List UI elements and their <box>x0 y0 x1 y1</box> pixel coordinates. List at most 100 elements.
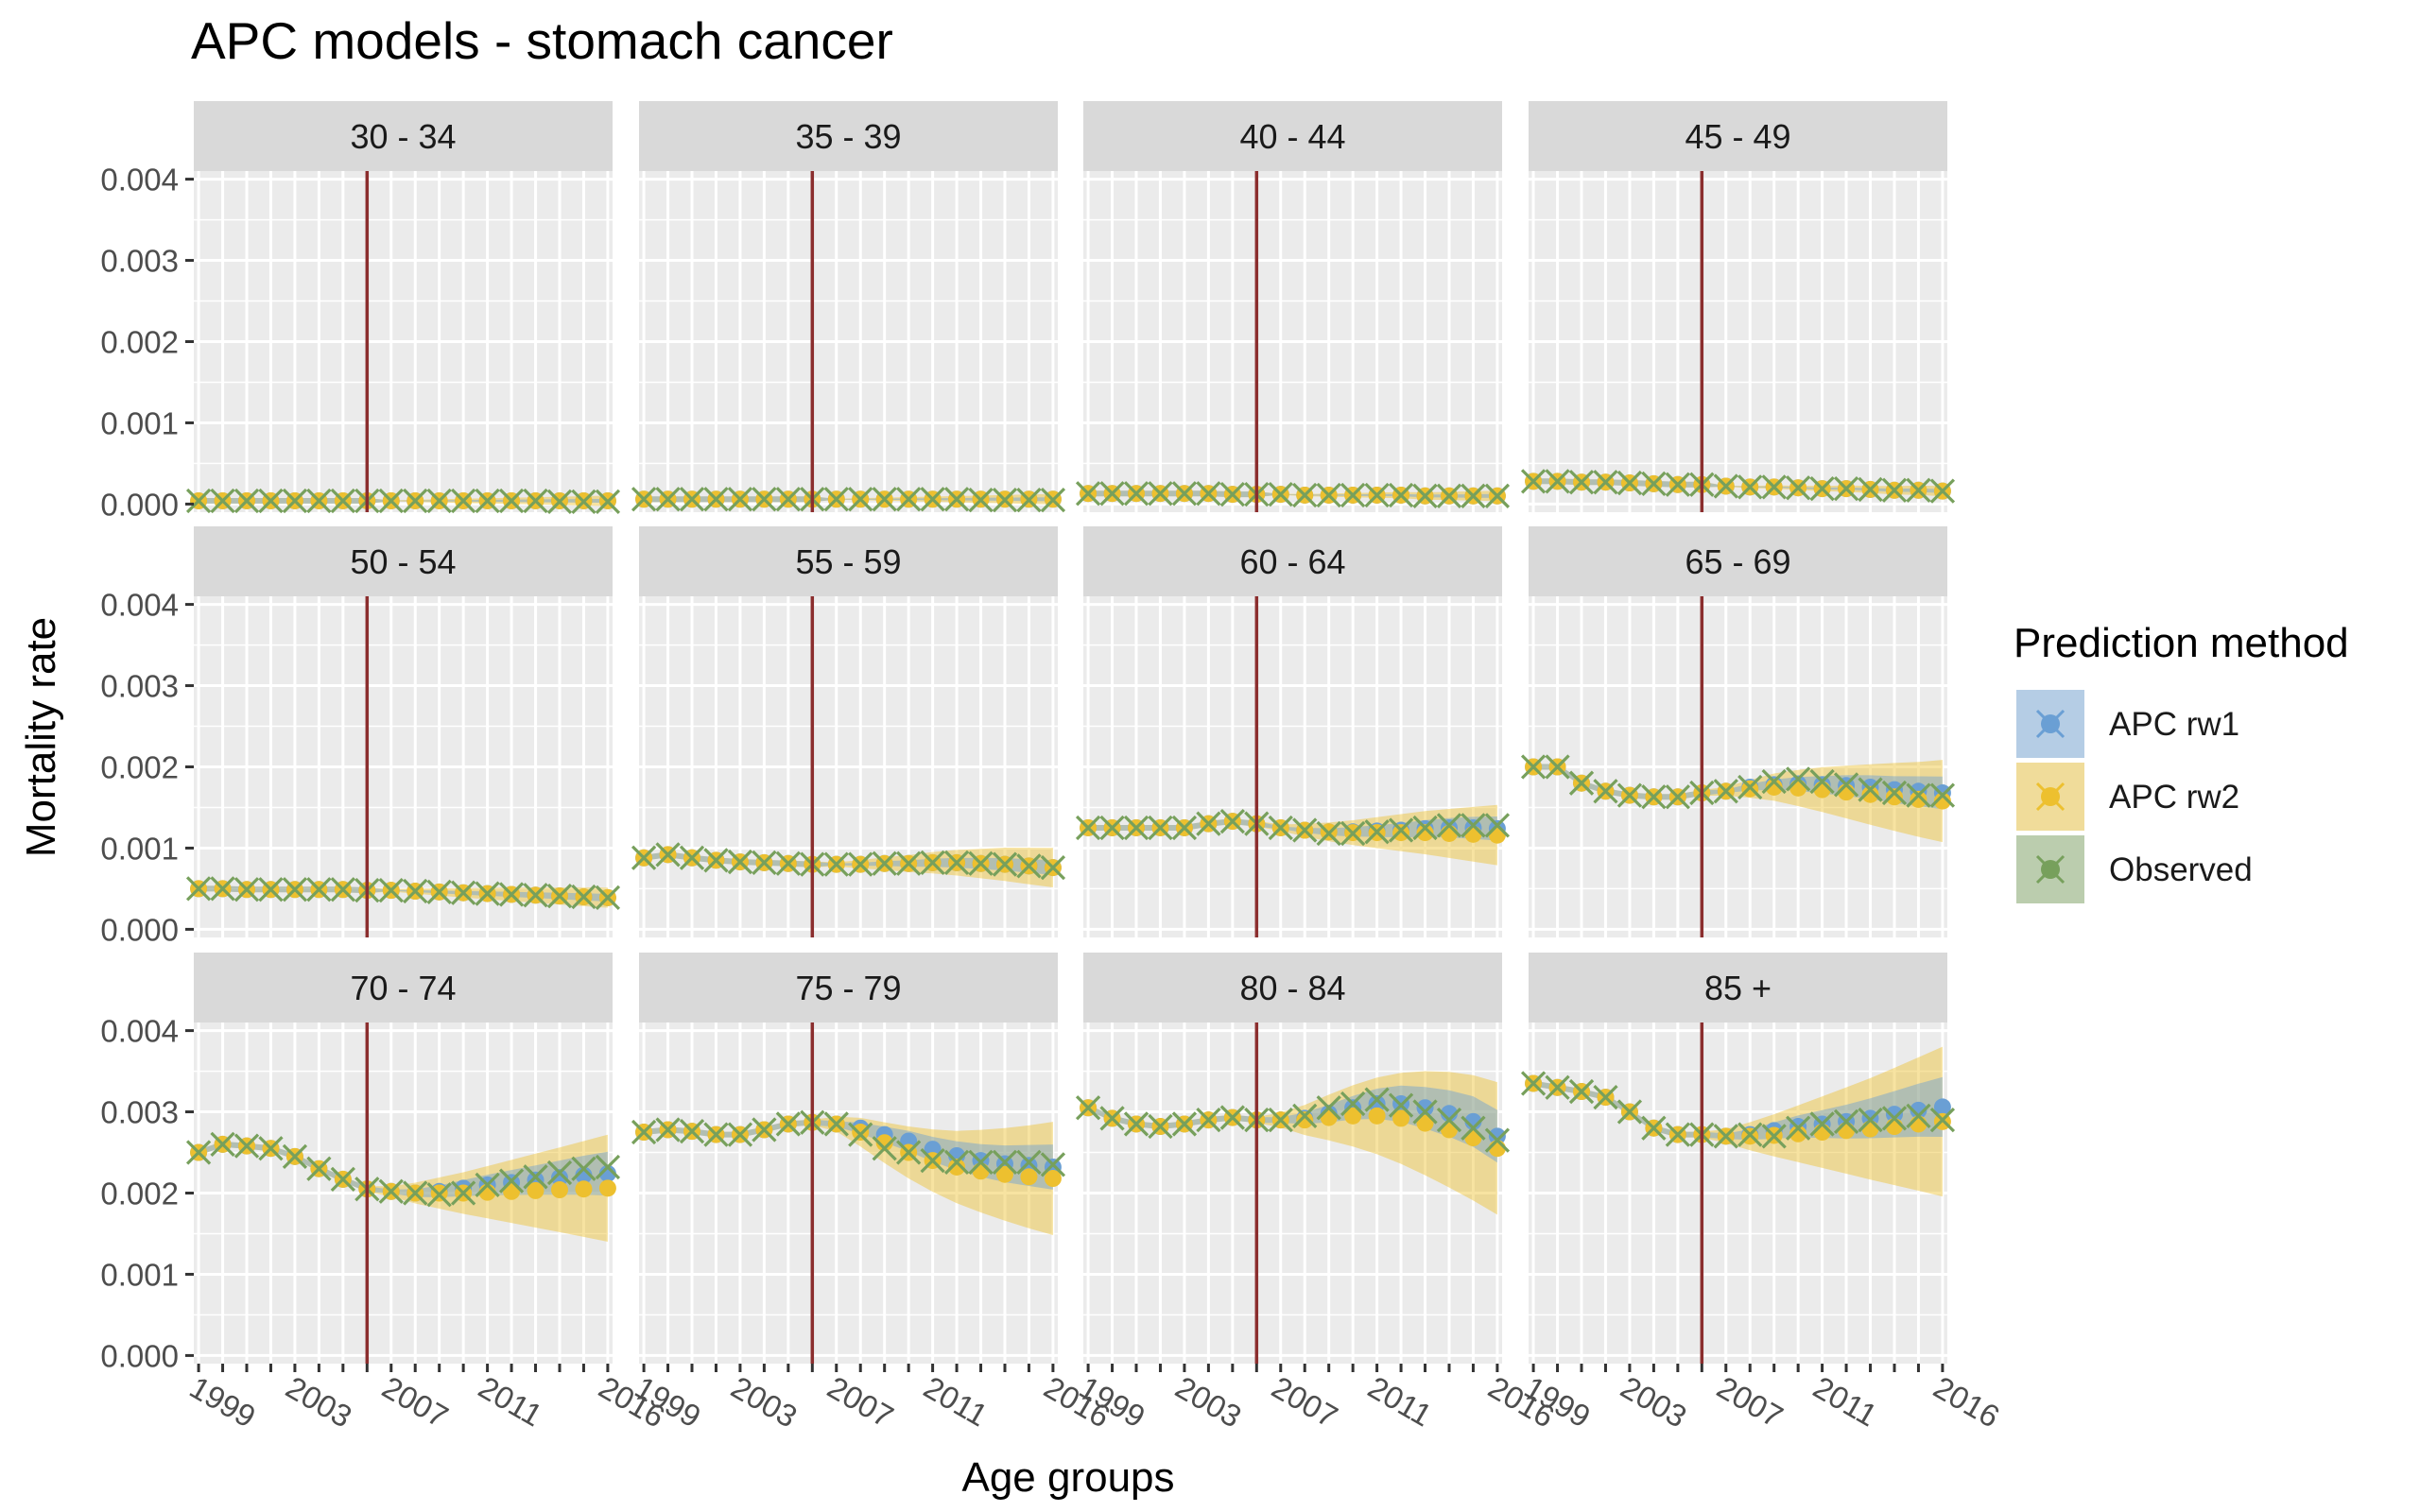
observed-point <box>1737 474 1763 500</box>
observed-point <box>1099 481 1125 507</box>
observed-point <box>1786 766 1811 792</box>
observed-point <box>282 488 308 514</box>
legend: Prediction method APC rw1 APC rw2 Observed <box>2014 620 2349 903</box>
rw1-point <box>1933 1098 1951 1116</box>
observed-point <box>1171 815 1198 841</box>
observed-point <box>823 487 849 512</box>
observed-point <box>1520 754 1547 780</box>
observed-point <box>233 488 260 514</box>
rw2-point <box>1838 1122 1856 1140</box>
observed-point <box>282 877 308 902</box>
facet-label: 45 - 49 <box>1685 117 1790 156</box>
rw1-point <box>550 1169 568 1187</box>
observed-point <box>1737 774 1763 800</box>
y-tick-label: 0.003 <box>100 669 179 704</box>
observed-point <box>475 1172 500 1198</box>
observed-point <box>655 487 681 512</box>
observed-point <box>1099 815 1125 841</box>
observed-point <box>752 487 777 512</box>
rw1-ribbon <box>644 851 1053 875</box>
observed-point <box>1388 1092 1414 1118</box>
observed-point <box>233 877 260 902</box>
facet-label: 50 - 54 <box>350 542 456 581</box>
observed-point <box>679 1119 705 1144</box>
rw2-point <box>550 1181 568 1199</box>
observed-point <box>1340 1091 1366 1117</box>
rw2-point <box>1320 1108 1338 1126</box>
rw2-point <box>1368 1107 1386 1125</box>
observed-point <box>1520 1071 1547 1096</box>
observed-point <box>920 1147 945 1174</box>
facet-label: 70 - 74 <box>350 969 456 1007</box>
observed-point <box>1484 483 1511 508</box>
y-tick-label: 0.000 <box>100 912 179 947</box>
observed-point <box>943 487 970 512</box>
observed-point <box>752 1117 777 1143</box>
observed-point <box>378 488 404 514</box>
observed-point <box>523 488 548 514</box>
facet-panel: 55 - 59 <box>631 526 1066 937</box>
observed-point <box>1436 813 1462 838</box>
observed-point <box>1881 477 1908 503</box>
legend-label: APC rw1 <box>2109 706 2239 743</box>
observed-point <box>233 1133 260 1159</box>
observed-point <box>378 1178 404 1204</box>
observed-point <box>1881 780 1908 806</box>
observed-point <box>282 1143 308 1169</box>
rw2-point <box>527 1181 544 1199</box>
observed-point <box>1388 817 1414 843</box>
observed-point <box>631 487 657 512</box>
observed-point <box>1292 817 1318 843</box>
rw2-point <box>1464 825 1482 843</box>
observed-point <box>727 849 753 875</box>
rw2-point <box>1885 788 1903 806</box>
observed-point <box>595 885 621 911</box>
facet-panel: 85 +1999 2003 2007 2011 2016 <box>1519 953 2005 1435</box>
observed-point <box>1641 471 1667 497</box>
facet-strip <box>194 101 613 171</box>
observed-point <box>1593 1084 1618 1110</box>
observed-point <box>1858 476 1883 503</box>
facet-panel: 50 - 54 0.000 0.001 0.002 0.003 0.004 <box>100 526 621 947</box>
rw2-point <box>1910 1115 1927 1133</box>
observed-point <box>848 1122 873 1147</box>
observed-point <box>968 1149 994 1175</box>
rw2-point <box>1488 826 1506 844</box>
facet-panel: 30 - 34 0.000 0.001 0.002 0.003 0.004 <box>100 101 621 522</box>
facet-label: 55 - 59 <box>795 542 901 581</box>
observed-point <box>1148 481 1173 507</box>
observed-point <box>403 1180 428 1206</box>
facet-panel: 35 - 39 <box>631 101 1066 513</box>
x-axis-label: Age groups <box>961 1454 1174 1501</box>
observed-point <box>1075 1095 1101 1121</box>
observed-point <box>1616 470 1643 496</box>
rw2-point <box>1464 1129 1482 1147</box>
y-tick-label: 0.004 <box>100 1014 179 1049</box>
y-tick-label: 0.004 <box>100 588 179 623</box>
facet-label: 40 - 44 <box>1239 117 1345 156</box>
rw2-point <box>1933 792 1951 810</box>
y-tick-label: 0.000 <box>100 1338 179 1373</box>
observed-point <box>655 1117 681 1143</box>
observed-point <box>631 1119 657 1145</box>
observed-point <box>1436 483 1462 508</box>
observed-point <box>1148 815 1173 841</box>
observed-point <box>1171 1111 1198 1137</box>
rw2-point <box>948 1158 966 1176</box>
observed-point <box>498 1168 525 1194</box>
rw1-point <box>1488 1127 1506 1145</box>
observed-point <box>1123 481 1150 507</box>
facet-strip <box>1083 101 1502 171</box>
observed-point <box>210 488 235 514</box>
observed-point <box>571 884 596 910</box>
legend-item: APC rw1 <box>2016 690 2239 758</box>
observed-point <box>1568 470 1595 495</box>
legend-cross-icon <box>2035 709 2066 739</box>
observed-point <box>1016 1149 1042 1175</box>
rw2-point <box>1344 1107 1362 1125</box>
observed-point <box>1568 770 1595 796</box>
rw2-point <box>972 1162 990 1180</box>
observed-point <box>679 845 705 870</box>
observed-point <box>1593 779 1618 804</box>
observed-point <box>571 489 596 514</box>
